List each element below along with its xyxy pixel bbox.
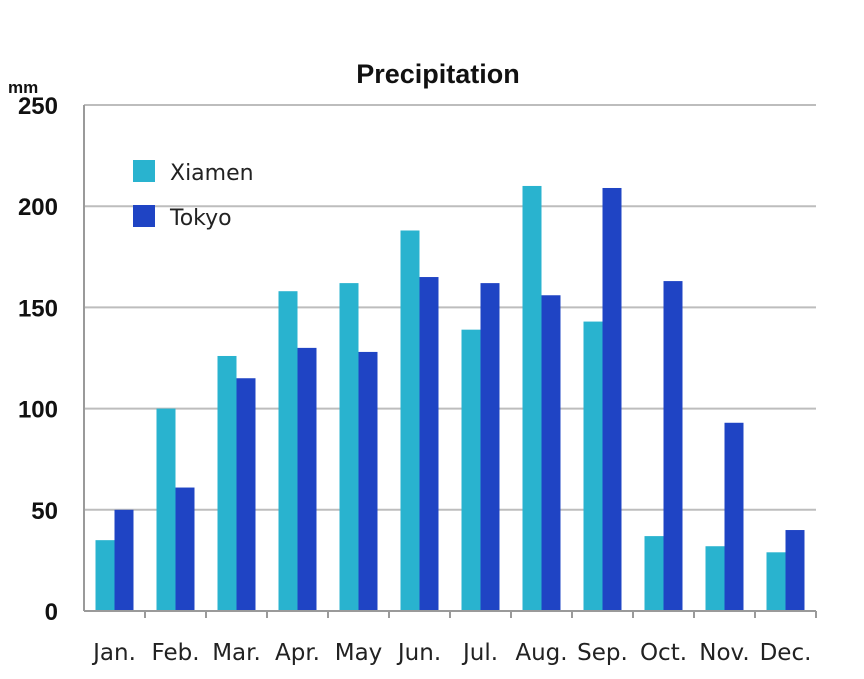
legend-label-xiamen: Xiamen <box>170 161 254 186</box>
bar-xiamen-apr <box>278 291 298 611</box>
bar-tokyo-oct <box>663 281 683 611</box>
bar-xiamen-jun <box>400 230 420 611</box>
y-tick-label: 200 <box>18 194 58 221</box>
x-tick-label: Jun. <box>396 640 441 666</box>
x-tick-label: Apr. <box>275 640 320 666</box>
x-tick-label: Dec. <box>760 640 812 666</box>
bar-xiamen-nov <box>705 546 725 611</box>
chart-title: Precipitation <box>356 59 520 89</box>
x-tick-label: Oct. <box>640 640 687 666</box>
tick-labels: 0 50 100 150 200 250 Jan. Feb. Mar. Apr. May Jun. Ju… <box>18 93 811 666</box>
y-axis-unit-label: mm <box>8 78 38 97</box>
bar-xiamen-may <box>339 283 359 611</box>
x-tick-label: Aug. <box>515 640 567 666</box>
bar-tokyo-dec <box>785 530 805 611</box>
bar-tokyo-jul <box>480 283 500 611</box>
x-tick-label: Jul. <box>461 640 498 666</box>
legend: Xiamen Tokyo <box>133 160 254 231</box>
bar-xiamen-oct <box>644 536 664 611</box>
bar-tokyo-nov <box>724 422 744 611</box>
y-tick-label: 100 <box>18 397 58 424</box>
x-tick-label: Nov. <box>699 640 749 666</box>
bar-xiamen-jan <box>95 540 115 611</box>
legend-label-tokyo: Tokyo <box>169 206 232 231</box>
x-tick-label: May <box>335 640 383 666</box>
y-tick-label: 150 <box>18 295 58 322</box>
x-tick-label: Jan. <box>91 640 136 666</box>
bars <box>95 185 805 611</box>
bar-tokyo-apr <box>297 347 317 611</box>
axes <box>83 105 817 618</box>
gridlines <box>84 104 816 511</box>
bar-xiamen-jul <box>461 329 481 611</box>
x-tick-label: Mar. <box>212 640 261 666</box>
legend-swatch-tokyo <box>133 205 155 227</box>
y-tick-label: 50 <box>31 498 58 525</box>
bar-tokyo-mar <box>236 378 256 611</box>
bar-xiamen-dec <box>766 552 786 611</box>
y-tick-label: 0 <box>45 599 58 626</box>
bar-tokyo-aug <box>541 295 561 611</box>
bar-tokyo-feb <box>175 487 195 611</box>
y-tick-label: 250 <box>18 93 58 120</box>
bar-xiamen-mar <box>217 355 237 611</box>
bar-tokyo-jan <box>114 509 134 611</box>
bar-tokyo-may <box>358 351 378 611</box>
bar-tokyo-sep <box>602 187 622 611</box>
bar-tokyo-jun <box>419 277 439 611</box>
x-tick-label: Feb. <box>151 640 199 666</box>
x-tick-label: Sep. <box>577 640 628 666</box>
bar-xiamen-feb <box>156 408 176 611</box>
bar-xiamen-sep <box>583 321 603 611</box>
legend-swatch-xiamen <box>133 160 155 182</box>
bar-xiamen-aug <box>522 185 542 611</box>
